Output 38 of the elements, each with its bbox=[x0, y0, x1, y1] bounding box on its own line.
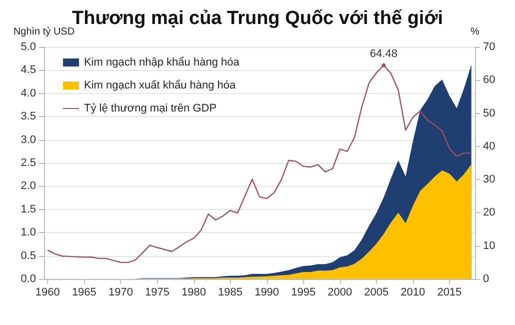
y2-tick-label: 60 bbox=[483, 74, 496, 86]
x-tick-label: 2010 bbox=[400, 286, 426, 298]
y-tick-label: 3.5 bbox=[20, 110, 36, 123]
x-tick-label: 1960 bbox=[35, 286, 60, 298]
y-tick-label: 3.0 bbox=[20, 134, 36, 146]
y2-tick-label: 30 bbox=[483, 174, 496, 186]
legend-label: Tỷ lệ thương mại trên GDP bbox=[84, 102, 217, 114]
y-tick-label: 2.5 bbox=[20, 157, 36, 169]
y-tick-label: 1.5 bbox=[20, 203, 36, 216]
y2-tick-label: 10 bbox=[483, 240, 496, 252]
x-tick-label: 2015 bbox=[437, 286, 462, 298]
y-tick-label: 0.5 bbox=[20, 250, 36, 262]
y2-axis-title: % bbox=[470, 26, 480, 38]
y2-tick-label: 20 bbox=[483, 206, 496, 219]
y-tick-label: 4.5 bbox=[20, 64, 36, 76]
y2-tick-label: 40 bbox=[483, 140, 496, 152]
x-tick-label: 2005 bbox=[364, 286, 389, 298]
x-tick-label: 1965 bbox=[72, 286, 96, 298]
y-tick-label: 1.0 bbox=[20, 226, 36, 239]
y-tick-label: 2.0 bbox=[20, 180, 36, 192]
x-tick-label: 1980 bbox=[182, 286, 206, 298]
y2-tick-label: 50 bbox=[483, 107, 496, 120]
x-tick-label: 1995 bbox=[291, 286, 316, 298]
x-tick-label: 2000 bbox=[328, 286, 352, 298]
annotation: 64.48 bbox=[370, 48, 398, 60]
legend-label: Kim ngạch xuất khẩu hàng hóa bbox=[84, 80, 237, 92]
y2-tick-label: 70 bbox=[483, 41, 496, 53]
x-tick-label: 1990 bbox=[254, 286, 280, 298]
y-tick-label: 0.0 bbox=[20, 273, 36, 285]
y2-tick-label: 0 bbox=[483, 273, 490, 285]
y-tick-label: 4.0 bbox=[20, 87, 36, 100]
y-tick-label: 5.0 bbox=[20, 41, 36, 53]
x-tick-label: 1970 bbox=[108, 286, 133, 298]
legend-label: Kim ngạch nhập khẩu hàng hóa bbox=[84, 56, 240, 68]
x-tick-label: 1975 bbox=[144, 286, 170, 298]
y-axis-title: Nghìn tỷ USD bbox=[13, 26, 75, 38]
chart-title: Thương mại của Trung Quốc với thế giới bbox=[72, 8, 443, 29]
x-tick-label: 1985 bbox=[218, 286, 243, 298]
